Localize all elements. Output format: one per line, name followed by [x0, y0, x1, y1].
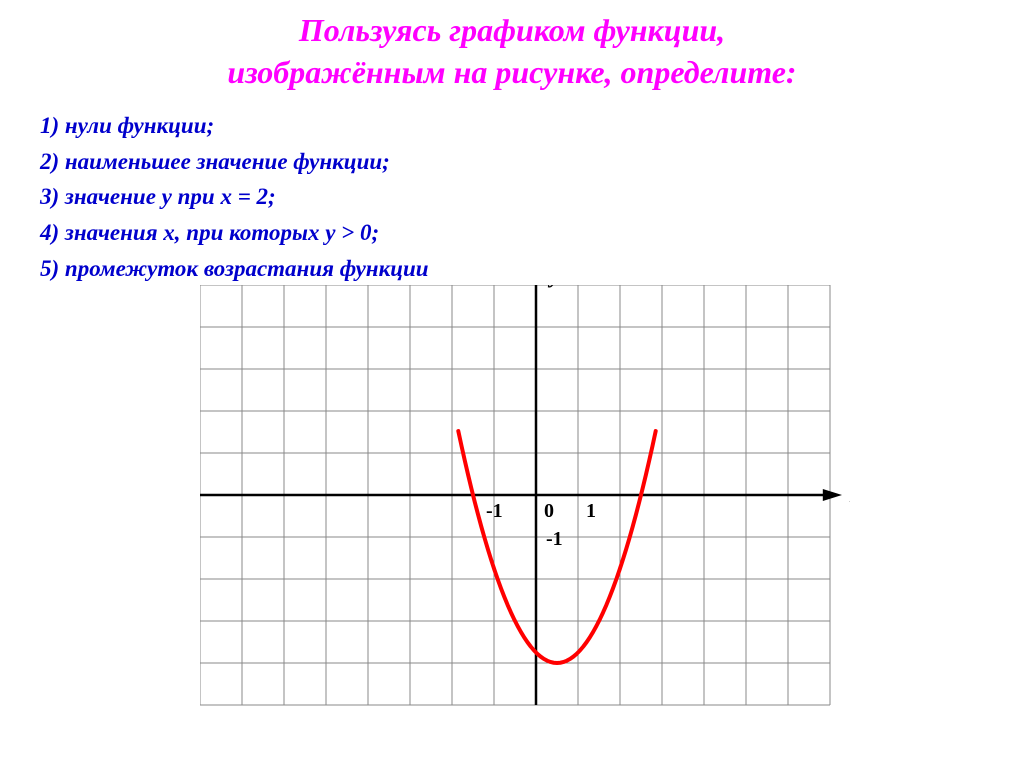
question-5: 5) промежуток возрастания функции: [40, 251, 984, 287]
question-4: 4) значения x, при которых y > 0;: [40, 215, 984, 251]
svg-text:x: x: [849, 482, 850, 507]
chart-container: xy-101-1: [200, 285, 850, 770]
page-title: Пользуясь графиком функции, изображённым…: [0, 0, 1024, 98]
question-2: 2) наименьшее значение функции;: [40, 144, 984, 180]
question-3: 3) значение y при x = 2;: [40, 179, 984, 215]
title-line1: Пользуясь графиком функции,: [299, 12, 725, 48]
questions-list: 1) нули функции; 2) наименьшее значение …: [0, 98, 1024, 296]
svg-text:-1: -1: [546, 528, 563, 550]
title-line2: изображённым на рисунке, определите:: [227, 54, 796, 90]
svg-text:0: 0: [544, 500, 554, 522]
function-graph: xy-101-1: [200, 285, 850, 765]
svg-text:1: 1: [586, 500, 596, 522]
svg-text:-1: -1: [486, 500, 503, 522]
question-1: 1) нули функции;: [40, 108, 984, 144]
